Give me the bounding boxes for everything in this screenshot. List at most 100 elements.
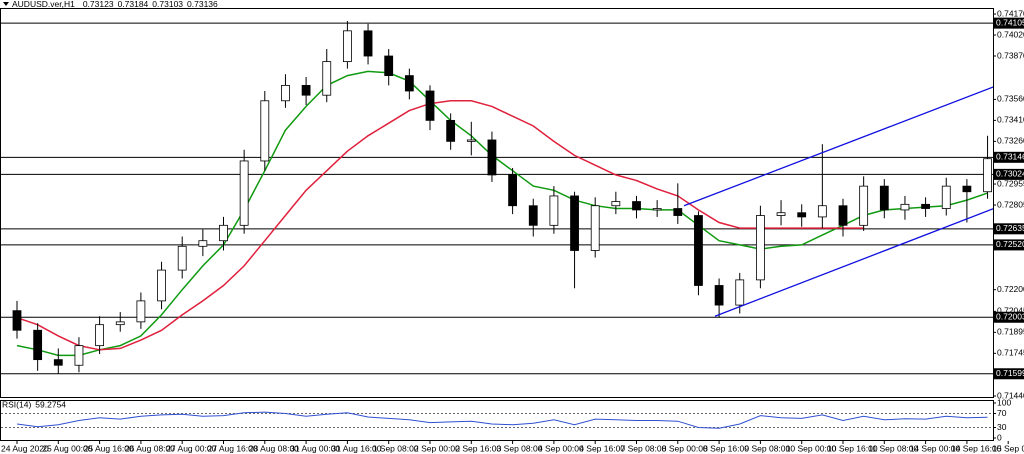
x-tick-label: 26 Aug 08:00 — [125, 443, 175, 453]
level-label: 0.74105 — [996, 17, 1024, 27]
candle-body — [879, 185, 889, 211]
candle-body — [756, 215, 765, 281]
x-tick-label: 4 Sep 00:00 — [538, 443, 584, 453]
main-panel — [0, 8, 994, 398]
candle-body — [301, 84, 311, 96]
candle-body — [735, 279, 745, 306]
level-label-bg — [994, 368, 1024, 380]
candle-body — [694, 215, 703, 286]
candle-body — [404, 75, 414, 92]
candle-body — [239, 160, 249, 226]
x-tick-label: 7 Sep 08:00 — [621, 443, 667, 453]
level-label: 0.73024 — [996, 169, 1024, 179]
candle-body — [941, 185, 951, 209]
plot — [1, 21, 993, 375]
candle-body — [549, 195, 559, 226]
candle-body — [838, 205, 848, 226]
x-tick-label: 11 Sep 08:00 — [868, 443, 918, 453]
level-label: 0.73146 — [996, 152, 1024, 162]
menu-arrow — [3, 2, 9, 6]
candle-body — [219, 224, 228, 242]
candle-body — [157, 269, 166, 302]
x-tick-label: 24 Aug 2020 — [1, 443, 49, 453]
x-tick-label: 8 Sep 00:00 — [662, 443, 708, 453]
candle-body — [797, 212, 807, 218]
x-tick-label: 10 Sep 16:00 — [827, 443, 878, 453]
moving-average — [16, 70, 988, 357]
indicator-name: RSI(14) — [2, 399, 31, 409]
x-tick-label: 31 Aug 16:00 — [331, 443, 381, 453]
candle-body — [322, 61, 332, 96]
candle-body — [570, 195, 579, 251]
x-tick-label: 25 Aug 16:00 — [84, 443, 134, 453]
y-tick-label: 0.72045 — [997, 306, 1024, 316]
candle-body — [74, 345, 84, 366]
candle-body — [363, 30, 373, 57]
x-tick-label: 27 Aug 00:00 — [166, 443, 216, 453]
level-label-bg — [994, 17, 1024, 29]
quote-value: 0.73123 — [83, 0, 114, 9]
quote-value: 0.73184 — [118, 0, 149, 9]
level-label: 0.72635 — [996, 223, 1024, 233]
x-tick-label: 2 Sep 00:00 — [414, 443, 460, 453]
x-tick-label: 3 Sep 08:00 — [497, 443, 543, 453]
candle-body — [611, 201, 621, 207]
indicator-value: 59.2754 — [35, 399, 66, 409]
candle-body — [528, 205, 538, 226]
candle-body — [962, 185, 972, 193]
level-label-bg — [994, 223, 1024, 235]
x-tick-label: 8 Sep 16:00 — [703, 443, 749, 453]
trendline — [683, 86, 993, 207]
x-tick-label: 31 Aug 00:00 — [290, 443, 340, 453]
rsi-tick-label: 100 — [997, 397, 1011, 407]
candle-body — [900, 203, 910, 211]
rsi-line — [16, 411, 988, 429]
candle-body — [281, 84, 290, 102]
candle-body — [12, 310, 22, 331]
rsi-tick-label: 70 — [997, 408, 1007, 418]
x-tick-label: 15 Sep 08:00 — [992, 443, 1024, 453]
x-tick-label: 9 Sep 08:00 — [744, 443, 790, 453]
x-tick-label: 14 Sep 00:00 — [910, 443, 961, 453]
candle-body — [446, 119, 456, 142]
candle-body — [136, 300, 146, 323]
level-label-bg — [994, 151, 1024, 163]
candle-body — [384, 55, 394, 77]
y-tick-label: 0.71745 — [997, 348, 1024, 358]
candle-body — [53, 359, 63, 366]
candle-body — [487, 139, 497, 176]
candle-body — [198, 240, 208, 247]
candle-body — [983, 158, 992, 193]
x-tick-label: 2 Sep 16:00 — [455, 443, 501, 453]
chart-title: AUDUSD.ver,H1 — [12, 0, 75, 9]
y-tick-label: 0.72955 — [997, 178, 1024, 188]
candle-body — [776, 212, 786, 216]
rsi-tick-label: 0 — [997, 432, 1002, 442]
rsi-panel — [0, 400, 994, 441]
x-tick-label: 28 Aug 08:00 — [249, 443, 299, 453]
quote-value: 0.73103 — [152, 0, 183, 9]
candle-body — [714, 285, 724, 306]
candle-body — [33, 329, 43, 361]
candle-body — [652, 208, 662, 211]
rsi-tick-label: 30 — [997, 422, 1007, 432]
x-tick-label: 27 Aug 16:00 — [208, 443, 258, 453]
x-tick-label: 4 Sep 16:00 — [579, 443, 625, 453]
candle-body — [921, 203, 930, 209]
level-label: 0.71599 — [996, 368, 1024, 378]
x-tick-label: 10 Sep 00:00 — [786, 443, 837, 453]
candle-body — [817, 205, 827, 218]
moving-average — [16, 100, 864, 351]
x-tick-label: 14 Sep 16:00 — [951, 443, 1002, 453]
candle-body — [260, 100, 270, 162]
